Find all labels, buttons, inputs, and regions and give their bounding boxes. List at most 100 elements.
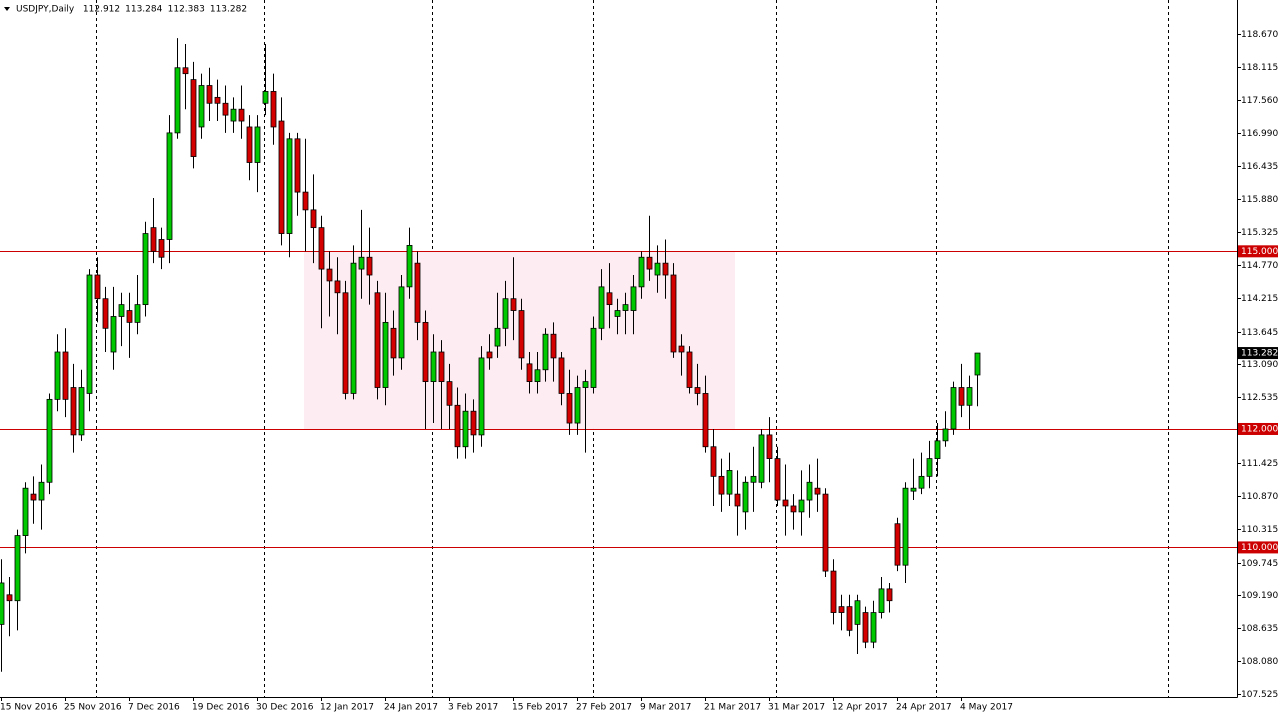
candle-body	[502, 298, 509, 329]
candle-body	[182, 67, 189, 75]
candle-body	[830, 570, 837, 613]
candle-body	[614, 310, 621, 317]
candle-body	[718, 475, 725, 495]
y-tick-label: 112.535	[1241, 393, 1278, 403]
candle-body	[14, 535, 21, 602]
y-tick-label: 110.315	[1241, 525, 1278, 535]
candle-body	[534, 369, 541, 383]
y-tick-label: 110.870	[1241, 492, 1278, 502]
candle-body	[342, 292, 349, 394]
candle-body	[46, 398, 53, 483]
candle-body	[70, 387, 77, 436]
level-label-box	[1238, 422, 1278, 435]
y-tick-label: 118.115	[1241, 63, 1278, 73]
x-tick-label: 24 Apr 2017	[896, 703, 952, 713]
candle-body	[62, 351, 69, 400]
y-tick-label: 114.215	[1241, 294, 1278, 304]
x-tick-label: 4 May 2017	[960, 703, 1013, 713]
y-tick-label: 116.435	[1241, 162, 1278, 172]
candle-body	[710, 446, 717, 477]
y-tick-label: 108.635	[1241, 624, 1278, 634]
y-tick-label: 109.745	[1241, 559, 1278, 569]
x-tick-label: 24 Jan 2017	[384, 703, 438, 713]
candle-body	[158, 239, 165, 258]
menu-arrow	[4, 7, 10, 11]
x-tick-label: 21 Mar 2017	[704, 703, 761, 713]
candle-body	[222, 102, 229, 116]
y-tick-label: 107.525	[1241, 690, 1278, 700]
candle-body	[630, 286, 637, 311]
candle-body	[462, 410, 469, 448]
candle-body	[22, 487, 29, 536]
candle-body	[94, 274, 101, 300]
candle-body	[542, 333, 549, 371]
candle-body	[470, 410, 477, 436]
candle-body	[574, 387, 581, 424]
candle-body	[526, 363, 533, 383]
candle-body	[206, 85, 213, 104]
candle-body	[358, 256, 365, 270]
candle-body	[742, 481, 749, 513]
candle-body	[78, 387, 85, 436]
candle-body	[278, 120, 285, 234]
candle-body	[750, 475, 757, 483]
candle-body	[910, 487, 917, 492]
candle-body	[822, 493, 829, 572]
candle-body	[134, 304, 141, 323]
candle-body	[894, 523, 901, 566]
candle-body	[958, 387, 965, 406]
candle-body	[198, 85, 205, 128]
price-label-box	[1238, 347, 1278, 360]
candle-body	[774, 458, 781, 501]
candle-body	[230, 108, 237, 122]
candle-body	[286, 138, 293, 234]
candle-body	[942, 428, 949, 442]
candle-body	[334, 280, 341, 294]
candle-body	[350, 262, 357, 394]
x-tick-label: 9 Mar 2017	[640, 703, 691, 713]
x-tick-label: 15 Nov 2016	[0, 703, 58, 713]
candle-body	[590, 327, 597, 388]
candle-body	[310, 209, 317, 229]
candle-body	[758, 434, 765, 483]
level-label: 112.000	[1241, 424, 1278, 434]
candle-body	[862, 612, 869, 643]
candle-body	[438, 351, 445, 383]
candle-body	[190, 79, 197, 157]
candle-body	[870, 612, 877, 643]
x-tick-label: 7 Dec 2016	[128, 703, 180, 713]
candle-body	[118, 304, 125, 317]
candle-body	[414, 262, 421, 323]
y-tick-label: 113.645	[1241, 328, 1278, 338]
x-tick-label: 31 Mar 2017	[768, 703, 825, 713]
header-close: 113.282	[210, 5, 247, 15]
candle-body	[102, 298, 109, 329]
candle-body	[886, 588, 893, 602]
candle-body	[558, 357, 565, 394]
x-tick-label: 15 Feb 2017	[512, 703, 568, 713]
candle-body	[318, 227, 325, 270]
candle-body	[878, 588, 885, 613]
x-tick-label: 27 Feb 2017	[576, 703, 632, 713]
candle-body	[294, 138, 301, 193]
candle-body	[382, 321, 389, 388]
candle-body	[478, 357, 485, 436]
candle-body	[766, 434, 773, 459]
candle-body	[398, 286, 405, 359]
level-label: 115.000	[1241, 247, 1278, 257]
candle-body	[110, 316, 117, 353]
candle-body	[302, 191, 309, 211]
candle-body	[86, 274, 93, 394]
candle-body	[662, 262, 669, 276]
candle-body	[214, 96, 221, 104]
candle-body	[646, 256, 653, 270]
level-label: 110.000	[1241, 543, 1278, 553]
candle-body	[0, 582, 5, 625]
candle-body	[30, 493, 37, 501]
candle-body	[510, 298, 517, 311]
x-tick-label: 30 Dec 2016	[256, 703, 314, 713]
candle-body	[798, 499, 805, 513]
price-label: 113.282	[1241, 349, 1278, 359]
